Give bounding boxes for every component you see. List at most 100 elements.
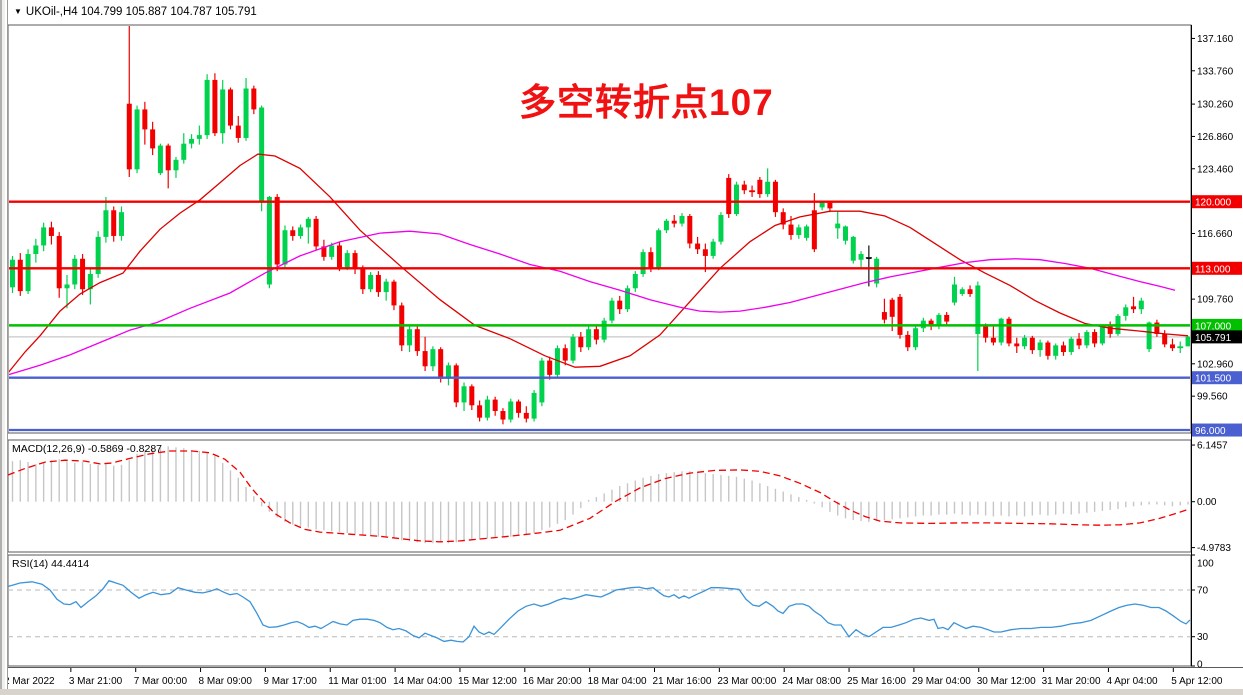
candle-body [157, 145, 163, 174]
price-tick-label: 130.260 [1197, 100, 1234, 111]
window-bottom-edge [0, 689, 1243, 695]
macd-pane[interactable] [7, 439, 1192, 553]
time-label: 8 Mar 09:00 [199, 676, 253, 687]
candle-body [438, 349, 444, 379]
candle-body [1092, 332, 1098, 344]
candle-body [804, 226, 810, 238]
candle-body [951, 284, 957, 303]
price-tick-label: 99.560 [1197, 392, 1228, 403]
candle-body [881, 312, 887, 320]
candle-body [562, 348, 568, 361]
candle-body [609, 300, 615, 321]
candle-body [1060, 345, 1066, 353]
chart-title: ▼ UKOil-,H4 104.799 105.887 104.787 105.7… [14, 6, 257, 18]
price-tick-label: 137.160 [1197, 34, 1234, 45]
candle-body [173, 159, 179, 171]
candle-body [352, 253, 358, 270]
price-tick-label: 116.660 [1197, 229, 1233, 240]
candle-body [25, 254, 31, 292]
candle-body [134, 109, 140, 170]
candle-body [227, 89, 233, 126]
candle-body [181, 143, 187, 160]
candle-body [780, 212, 786, 225]
candle-body [212, 79, 218, 134]
candle-body [111, 210, 117, 236]
candle-body [1123, 307, 1129, 316]
candle-body [10, 259, 15, 288]
candle-body [578, 336, 584, 348]
candle-body [430, 349, 436, 367]
candle-body [827, 202, 833, 209]
candle-body [788, 224, 794, 235]
candle-body [1084, 332, 1090, 346]
time-label: 2 Mar 2022 [4, 676, 55, 687]
candle-body [897, 296, 903, 335]
candle-body [811, 210, 817, 250]
rsi-tick-label: 30 [1197, 632, 1209, 643]
time-label: 4 Apr 04:00 [1106, 676, 1158, 687]
candle-body [1138, 300, 1144, 310]
candle-body [632, 274, 638, 289]
candle-body [1146, 322, 1152, 350]
candle-body [422, 351, 428, 367]
candle-body [570, 336, 576, 361]
candle-body [601, 320, 607, 340]
candle-body [469, 386, 475, 406]
candle-body [1162, 333, 1168, 345]
macd-signal-line [7, 450, 1189, 543]
candle-body [671, 220, 677, 224]
candle-body [959, 289, 965, 294]
candle-body [305, 218, 311, 228]
candle-body [150, 129, 156, 149]
candle-body [298, 227, 304, 236]
axis-marker-120.000 [1192, 195, 1242, 209]
candle-body [1076, 338, 1082, 346]
rsi-group [7, 579, 1191, 643]
time-label: 21 Mar 16:00 [653, 676, 712, 687]
candle-body [1107, 326, 1113, 334]
candle-body [407, 329, 413, 346]
time-label: 9 Mar 17:00 [263, 676, 317, 687]
time-label: 31 Mar 20:00 [1042, 676, 1101, 687]
candle-body [889, 299, 895, 317]
time-label: 5 Apr 12:00 [1171, 676, 1223, 687]
macd-tick-label: -4.9783 [1197, 543, 1231, 554]
candle-body [741, 184, 747, 191]
rsi-line [7, 579, 1191, 643]
time-label: 30 Mar 12:00 [977, 676, 1036, 687]
time-label: 7 Mar 00:00 [134, 676, 188, 687]
candle-body [1045, 342, 1051, 356]
candle-body [329, 245, 335, 257]
axis-marker-label: 120.000 [1195, 198, 1232, 209]
candle-body [757, 179, 763, 195]
chart-dropdown-icon[interactable]: ▼ [14, 7, 22, 16]
candle-body [967, 289, 973, 294]
time-label: 24 Mar 08:00 [782, 676, 841, 687]
macd-indicator-label: MACD(12,26,9) -0.5869 -0.8287 [12, 443, 162, 455]
candle-body [663, 220, 669, 231]
candle-body [1037, 342, 1043, 351]
chart-title-text: UKOil-,H4 104.799 105.887 104.787 105.79… [25, 6, 257, 18]
price-tick-label: 133.760 [1197, 66, 1234, 77]
axis-marker-96.000 [1192, 423, 1242, 437]
time-label: 3 Mar 21:00 [69, 676, 123, 687]
candle-body [87, 274, 93, 290]
macd-group [7, 446, 1189, 544]
candle-body [874, 258, 880, 284]
ma-red-line [9, 153, 1189, 373]
rsi-pane[interactable] [7, 554, 1192, 667]
candle-body [360, 269, 366, 290]
candle-body [648, 252, 654, 269]
candle-body [375, 274, 381, 293]
main-chart-group[interactable] [8, 25, 1191, 434]
axis-marker-label: 107.000 [1195, 321, 1232, 332]
time-label: 16 Mar 20:00 [523, 676, 582, 687]
candle-body [679, 215, 685, 224]
candle-body [243, 88, 249, 138]
axis-marker-label: 113.000 [1195, 264, 1231, 275]
axis-marker-101.500 [1192, 371, 1242, 385]
candle-body [842, 226, 848, 241]
candle-body [858, 254, 864, 260]
